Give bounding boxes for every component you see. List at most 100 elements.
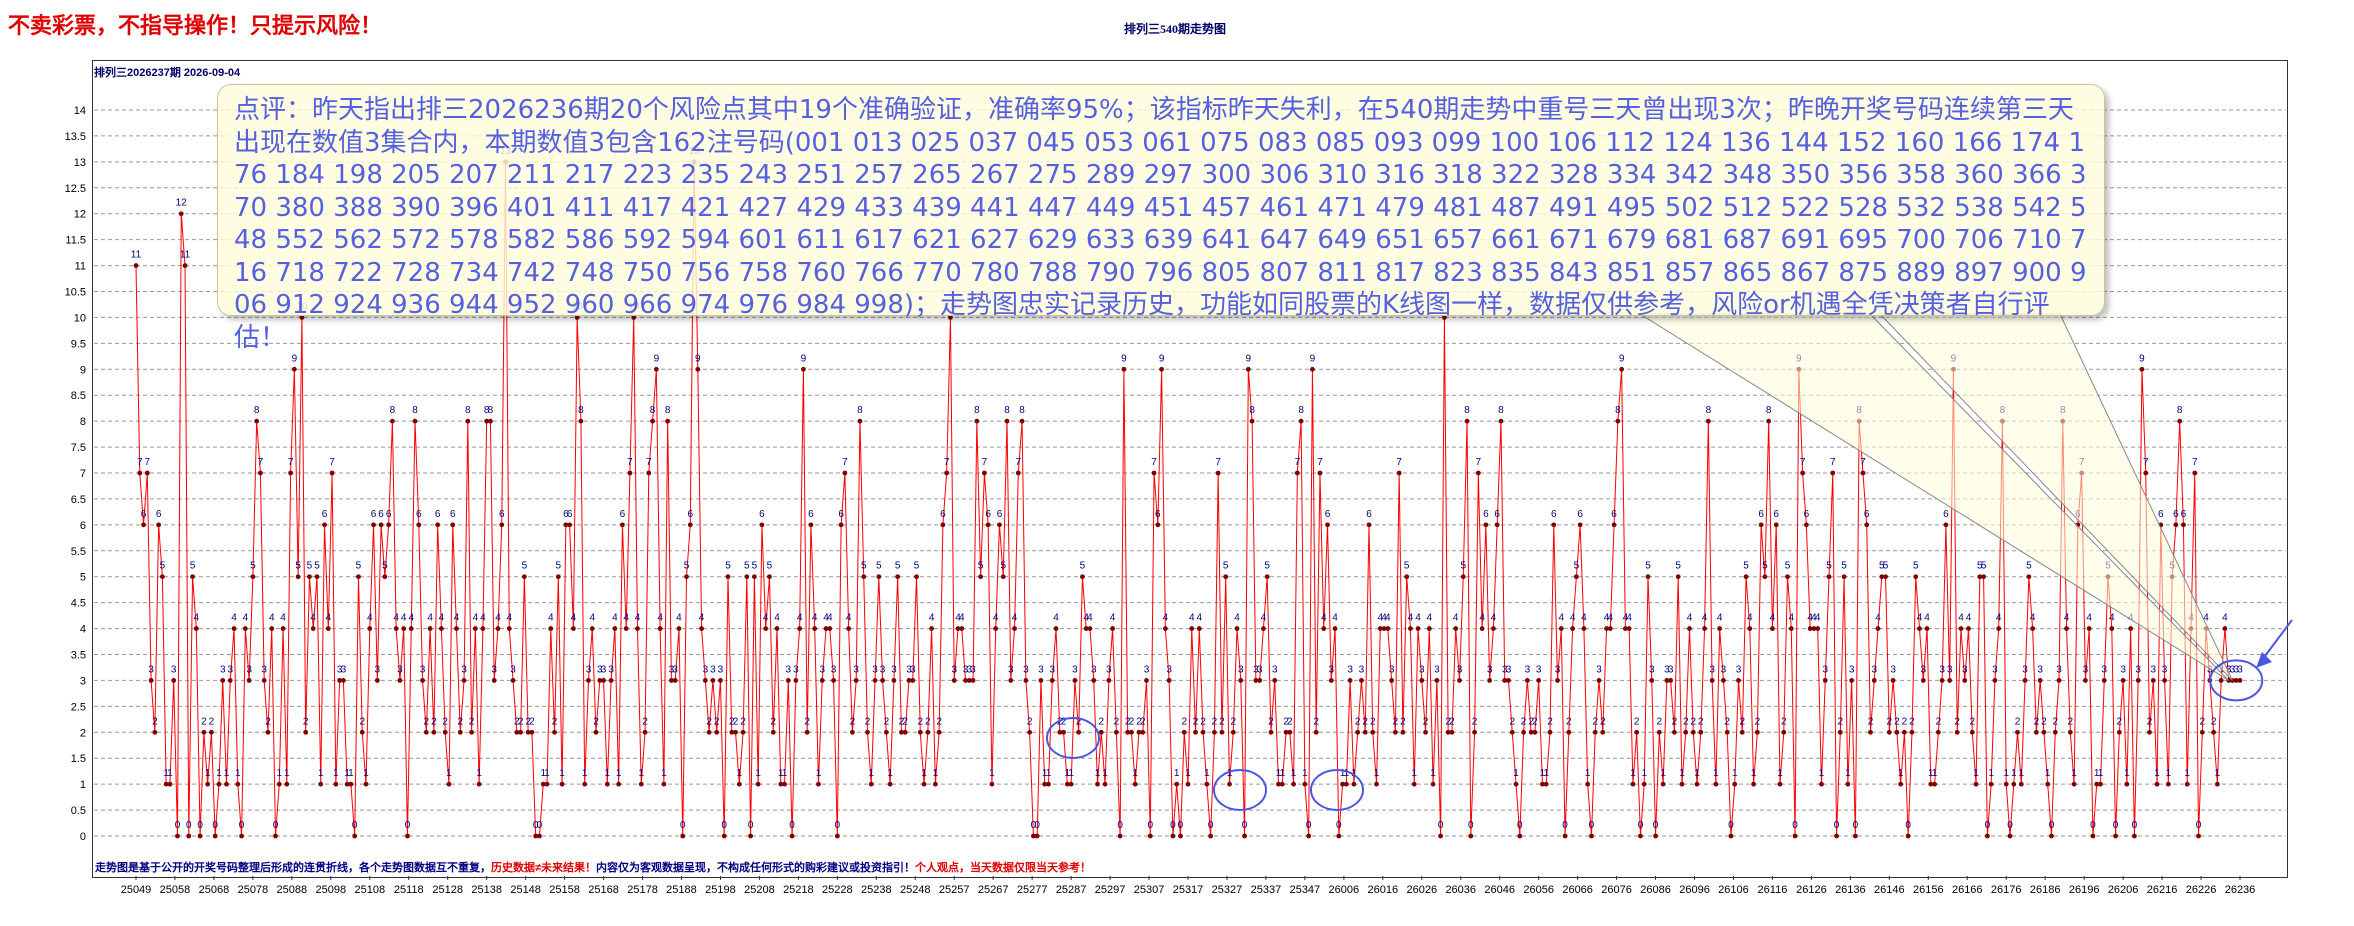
data-label: 5	[356, 561, 362, 572]
data-point	[1683, 729, 1689, 735]
x-tick-label: 25228	[822, 884, 853, 896]
data-point	[401, 626, 407, 631]
data-label: 1	[540, 768, 546, 779]
data-point	[2218, 678, 2224, 683]
data-label: 1	[2071, 768, 2077, 779]
data-label: 0	[352, 820, 358, 831]
data-point	[182, 263, 188, 268]
data-label: 2	[1355, 716, 1361, 727]
data-label: 8	[390, 405, 396, 416]
data-label: 3	[337, 664, 343, 675]
data-point	[314, 574, 320, 580]
data-point	[1196, 626, 1202, 631]
data-point	[627, 470, 633, 476]
data-label: 2	[424, 716, 430, 727]
data-label: 3	[491, 664, 497, 675]
data-point	[1672, 729, 1677, 735]
data-point	[586, 678, 591, 683]
data-label: 6	[567, 509, 573, 520]
data-label: 6	[1943, 509, 1949, 520]
data-label: 2	[1894, 716, 1900, 727]
data-label: 4	[1924, 613, 1930, 624]
data-label: 8	[1464, 405, 1470, 416]
data-label: 8	[1298, 405, 1304, 416]
data-label: 3	[831, 664, 837, 675]
data-label: 2	[2211, 716, 2217, 727]
data-label: 4	[310, 613, 316, 624]
data-label: 5	[876, 561, 882, 572]
data-point	[959, 626, 965, 631]
data-label: 11	[180, 250, 191, 261]
data-label: 2	[850, 716, 856, 727]
data-point	[476, 781, 482, 787]
x-tick-label: 25297	[1095, 884, 1126, 896]
data-point	[1645, 574, 1651, 580]
y-tick-label: 12	[74, 209, 86, 221]
data-label: 3	[853, 664, 859, 675]
data-point	[1841, 574, 1847, 580]
data-label: 5	[1080, 561, 1086, 572]
data-label: 2	[1393, 716, 1399, 727]
data-label: 7	[1860, 457, 1866, 468]
x-tick-label: 25088	[277, 884, 308, 896]
data-label: 4	[393, 613, 399, 624]
data-label: 0	[537, 820, 543, 831]
data-label: 2	[1472, 716, 1478, 727]
x-tick-label: 25347	[1290, 884, 1321, 896]
data-label: 4	[623, 613, 629, 624]
data-point	[242, 626, 248, 631]
x-tick-label: 25317	[1173, 884, 1204, 896]
y-tick-label: 0	[80, 831, 86, 843]
data-label: 2	[359, 716, 365, 727]
data-label: 4	[1966, 613, 1972, 624]
data-label: 5	[1460, 561, 1466, 572]
data-point	[356, 574, 361, 580]
data-point	[1012, 626, 1017, 631]
data-label: 8	[1498, 405, 1504, 416]
data-label: 8	[488, 405, 494, 416]
data-point	[1626, 626, 1632, 631]
x-tick-label: 25148	[510, 884, 541, 896]
data-point	[1147, 833, 1153, 839]
data-point	[171, 678, 177, 683]
data-label: 8	[1766, 405, 1772, 416]
data-point	[1902, 729, 1907, 735]
data-label: 2	[529, 716, 535, 727]
data-label: 1	[1374, 768, 1380, 779]
data-point	[1981, 574, 1986, 580]
data-point	[702, 678, 708, 683]
footer-note: 走势图是基于公开的开奖号码整理后形成的连贯折线，各个走势图数据互不重复，历史数据…	[95, 859, 1091, 875]
data-point	[1287, 729, 1293, 735]
data-point	[1679, 781, 1685, 787]
data-label: 6	[371, 509, 377, 520]
data-label: 2	[303, 716, 309, 727]
data-label: 5	[1223, 561, 1229, 572]
data-point	[2120, 678, 2126, 683]
data-point	[1193, 729, 1198, 735]
data-point	[1430, 781, 1436, 787]
data-label: 3	[1419, 664, 1425, 675]
data-point	[684, 574, 689, 580]
data-point	[1000, 574, 1006, 580]
data-label: 0	[748, 820, 754, 831]
data-label: 1	[605, 768, 611, 779]
data-label: 2	[442, 716, 448, 727]
y-tick-label: 6.5	[71, 494, 86, 506]
data-label: 3	[786, 664, 792, 675]
data-label: 3	[2150, 664, 2156, 675]
data-point	[608, 678, 614, 683]
data-point	[435, 522, 441, 528]
data-point	[1562, 833, 1568, 839]
data-label: 1	[2184, 768, 2190, 779]
data-label: 1	[1279, 768, 1285, 779]
data-point	[1155, 522, 1161, 528]
data-label: 2	[1781, 716, 1787, 727]
data-point	[733, 729, 738, 735]
data-label: 2	[1532, 716, 1538, 727]
data-point	[420, 678, 425, 683]
data-label: 4	[1623, 613, 1629, 624]
data-label: 1	[1540, 768, 1546, 779]
data-label: 0	[186, 820, 192, 831]
data-point	[1947, 678, 1953, 683]
y-tick-label: 10.5	[65, 287, 86, 299]
